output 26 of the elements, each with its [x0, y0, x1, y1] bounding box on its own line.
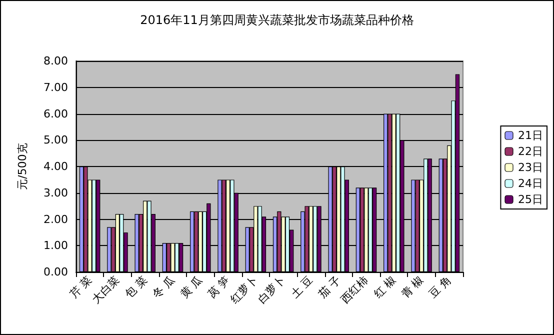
legend-label: 22日 — [518, 145, 544, 158]
y-tick-label: 2.00 — [44, 212, 68, 226]
y-axis-title: 元/500克 — [16, 143, 29, 190]
y-tick-label: 4.00 — [44, 160, 68, 173]
y-tick-label: 0.00 — [44, 266, 68, 278]
legend-label: 21日 — [518, 129, 544, 142]
y-tick-label: 5.00 — [44, 134, 68, 147]
y-tick-label: 6.00 — [44, 107, 68, 120]
x-tick-label: 冬 瓜 — [150, 273, 178, 301]
y-tick-label: 3.00 — [44, 186, 68, 200]
x-tick-label: 西红柿 — [338, 273, 371, 306]
legend-label: 24日 — [518, 177, 544, 190]
x-tick-label: 青 椒 — [398, 273, 426, 301]
legend-label: 23日 — [518, 161, 544, 174]
x-tick-label: 黄 瓜 — [178, 273, 205, 301]
x-tick-label: 土 豆 — [288, 273, 316, 301]
x-tick-label: 红 椒 — [371, 273, 398, 301]
y-tick-label: 7.00 — [44, 80, 68, 94]
x-tick-label: 白萝卜 — [255, 273, 288, 306]
x-tick-label: 包 菜 — [122, 273, 150, 301]
x-tick-label: 豆 角 — [426, 273, 454, 301]
x-tick-label: 芹 菜 — [67, 273, 94, 301]
legend-label: 25日 — [518, 193, 544, 206]
y-tick-label: 1.00 — [44, 239, 68, 252]
chart-title: 2016年11月第四周黄兴蔬菜批发市场蔬菜品种价格 — [140, 13, 414, 27]
y-tick-label: 8.00 — [44, 54, 68, 68]
